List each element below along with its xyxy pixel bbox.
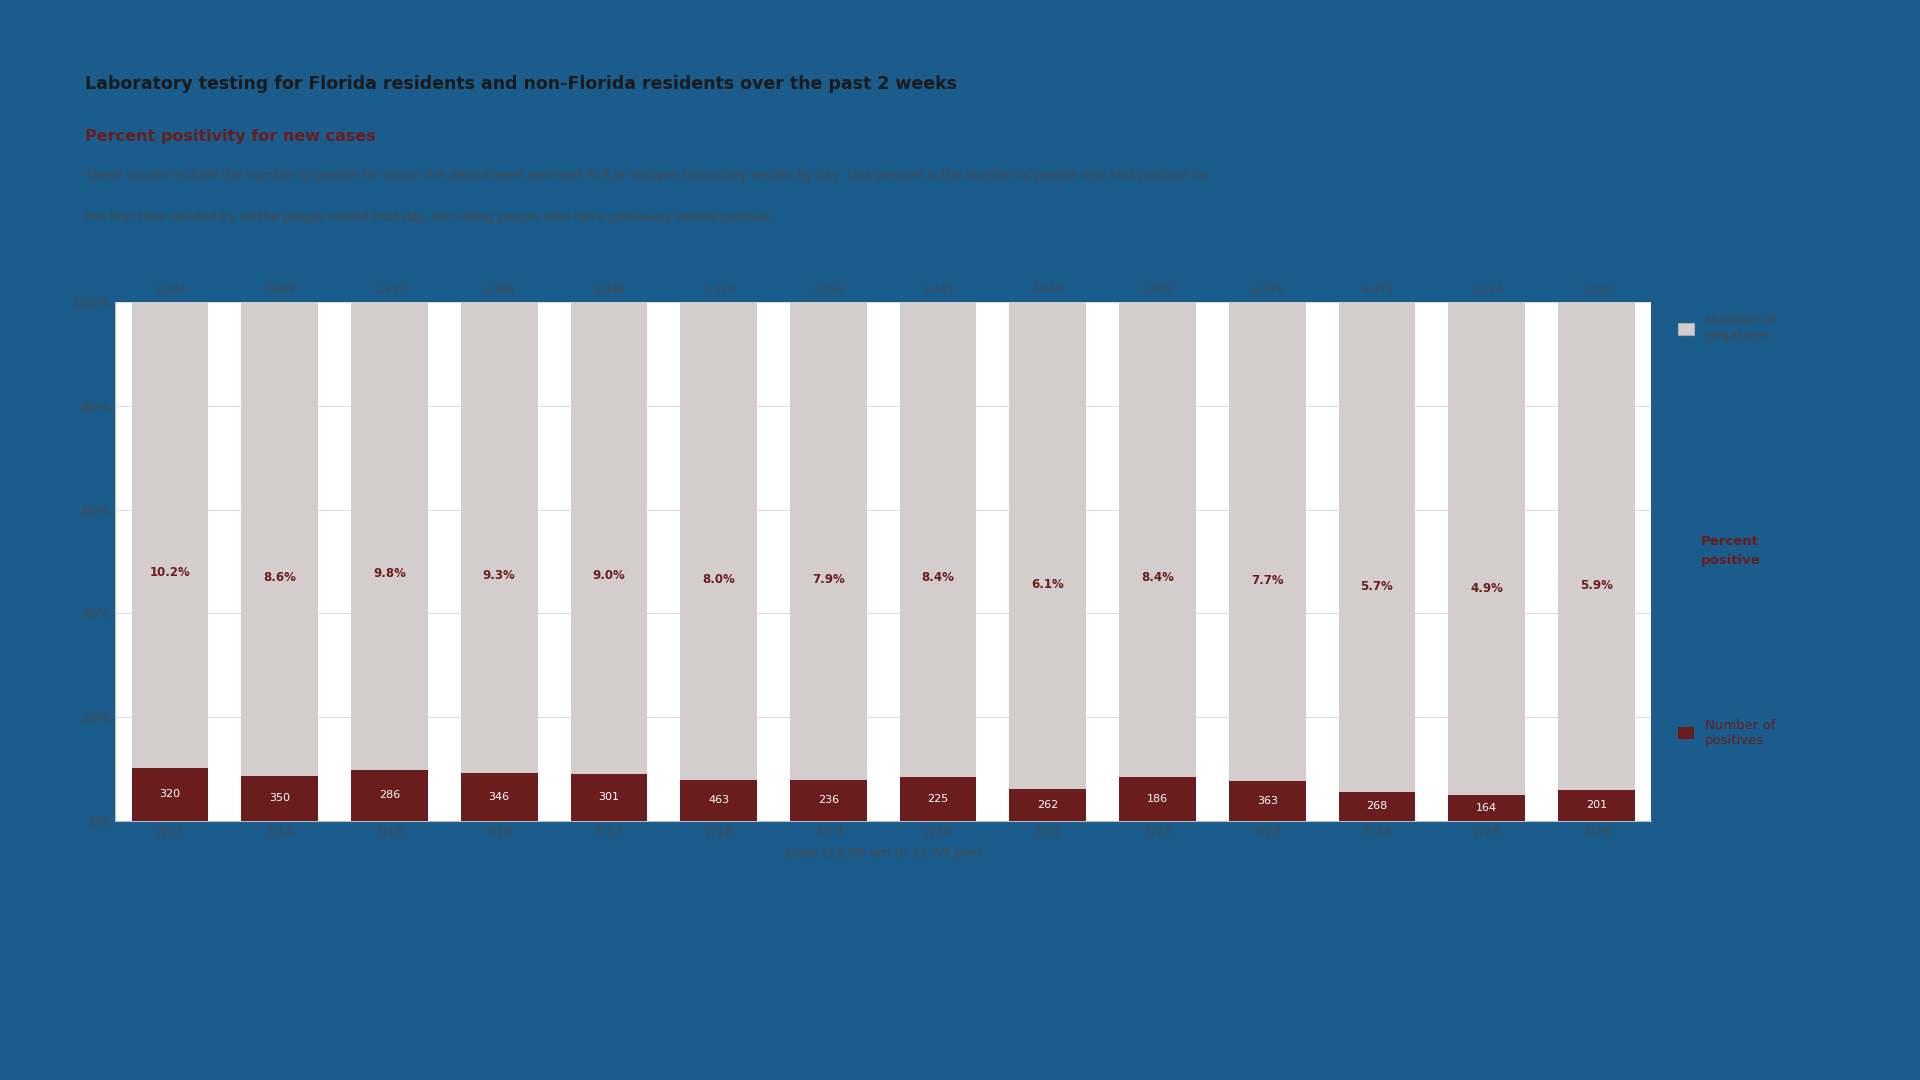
Text: 2,441: 2,441 [922, 285, 954, 295]
Text: 236: 236 [818, 795, 839, 806]
Text: 5,350: 5,350 [703, 285, 733, 295]
Text: 4.9%: 4.9% [1471, 582, 1503, 595]
Bar [1229, 781, 1306, 821]
Bar [461, 772, 538, 821]
Bar [1557, 302, 1634, 789]
Text: Laboratory testing for Florida residents and non-Florida residents over the past: Laboratory testing for Florida residents… [84, 75, 956, 93]
Text: 2,824: 2,824 [154, 285, 186, 295]
Bar [1338, 302, 1415, 792]
Text: 9.0%: 9.0% [593, 569, 626, 582]
Bar [1448, 302, 1524, 795]
Bar [900, 777, 977, 821]
Bar [242, 775, 319, 821]
Text: 3,182: 3,182 [1580, 285, 1613, 295]
Text: 2,756: 2,756 [812, 285, 845, 295]
Text: 8.0%: 8.0% [703, 572, 735, 585]
Bar [680, 302, 756, 780]
Bar [1010, 789, 1087, 821]
Bar [570, 774, 647, 821]
Bar [132, 302, 209, 768]
Legend: Number of
negatives: Number of negatives [1672, 309, 1780, 348]
Text: 363: 363 [1258, 796, 1277, 806]
Text: 268: 268 [1367, 801, 1388, 811]
Bar [132, 768, 209, 821]
Text: 164: 164 [1476, 804, 1498, 813]
Text: 2,633: 2,633 [374, 285, 405, 295]
Text: 346: 346 [488, 792, 511, 801]
Text: 286: 286 [378, 791, 399, 800]
Bar [789, 302, 866, 780]
Bar [1119, 778, 1196, 821]
Text: 186: 186 [1146, 794, 1167, 804]
Text: 8.4%: 8.4% [1140, 571, 1173, 584]
Bar [1229, 302, 1306, 781]
Bar [570, 302, 647, 774]
Text: 10.2%: 10.2% [150, 566, 190, 579]
Text: 350: 350 [269, 794, 290, 804]
Text: 3,174: 3,174 [1471, 285, 1503, 295]
Text: These counts include the number of people for whom the department received PCR o: These counts include the number of peopl… [84, 168, 1210, 183]
Text: 7.7%: 7.7% [1252, 573, 1283, 586]
Text: 4,375: 4,375 [1252, 285, 1283, 295]
Text: 8.6%: 8.6% [263, 570, 296, 583]
Bar [1010, 302, 1087, 789]
Text: 320: 320 [159, 789, 180, 799]
Bar [1119, 302, 1196, 778]
Text: 225: 225 [927, 794, 948, 804]
Text: Percent positivity for new cases: Percent positivity for new cases [84, 130, 376, 145]
Bar [900, 302, 977, 777]
Text: 3,040: 3,040 [593, 285, 624, 295]
Text: 4,048: 4,048 [1031, 285, 1064, 295]
Text: 5.7%: 5.7% [1361, 580, 1394, 593]
Bar [1557, 789, 1634, 821]
Text: 5.9%: 5.9% [1580, 579, 1613, 592]
Text: 463: 463 [708, 795, 730, 806]
Text: Percent
positive: Percent positive [1701, 536, 1761, 567]
Legend: Number of
positives: Number of positives [1672, 714, 1780, 752]
Text: 9.3%: 9.3% [482, 569, 516, 582]
Bar [461, 302, 538, 772]
Bar [680, 780, 756, 821]
Bar [351, 302, 428, 770]
Text: 7.9%: 7.9% [812, 572, 845, 585]
Text: 201: 201 [1586, 800, 1607, 810]
Text: 6.1%: 6.1% [1031, 578, 1064, 591]
Bar [1338, 792, 1415, 821]
Bar [789, 780, 866, 821]
X-axis label: Date (12:00 am to 11:59 pm): Date (12:00 am to 11:59 pm) [785, 847, 981, 860]
Text: 3,698: 3,698 [263, 285, 296, 295]
Text: 262: 262 [1037, 800, 1058, 810]
Text: 4,475: 4,475 [1361, 285, 1392, 295]
Text: 9.8%: 9.8% [372, 567, 405, 580]
Text: 8.4%: 8.4% [922, 571, 954, 584]
Text: 2,019: 2,019 [1142, 285, 1173, 295]
Bar [242, 302, 319, 775]
Bar [351, 770, 428, 821]
Text: 3,384: 3,384 [484, 285, 515, 295]
Text: the first time divided by all the people tested that day, excluding people who h: the first time divided by all the people… [84, 211, 774, 224]
Bar [1448, 795, 1524, 821]
Text: 301: 301 [599, 793, 620, 802]
